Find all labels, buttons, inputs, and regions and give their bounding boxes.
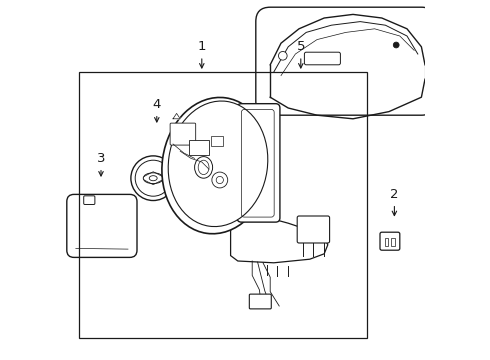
FancyBboxPatch shape — [67, 194, 137, 257]
FancyBboxPatch shape — [84, 196, 95, 204]
Circle shape — [278, 51, 287, 60]
Text: 3: 3 — [97, 152, 105, 176]
Bar — [189, 140, 209, 155]
Polygon shape — [270, 14, 425, 101]
Bar — [385, 238, 388, 246]
Polygon shape — [173, 113, 180, 119]
Polygon shape — [231, 218, 328, 263]
Ellipse shape — [168, 101, 268, 226]
FancyBboxPatch shape — [256, 7, 436, 115]
Ellipse shape — [149, 176, 157, 181]
Polygon shape — [242, 108, 274, 216]
Circle shape — [216, 176, 223, 184]
Ellipse shape — [143, 173, 163, 184]
Ellipse shape — [198, 160, 209, 175]
FancyBboxPatch shape — [304, 52, 341, 65]
Ellipse shape — [195, 157, 213, 178]
FancyBboxPatch shape — [237, 104, 280, 222]
FancyBboxPatch shape — [170, 123, 196, 145]
Bar — [79, 72, 368, 338]
Circle shape — [393, 42, 399, 48]
Circle shape — [212, 172, 228, 188]
Text: 1: 1 — [197, 40, 206, 68]
Text: 5: 5 — [296, 40, 305, 68]
FancyBboxPatch shape — [249, 294, 271, 309]
Ellipse shape — [162, 98, 270, 234]
Text: 2: 2 — [390, 188, 399, 216]
Bar — [211, 136, 223, 146]
Bar — [391, 238, 395, 246]
Circle shape — [135, 160, 171, 196]
Text: 4: 4 — [152, 98, 161, 122]
FancyBboxPatch shape — [380, 232, 400, 250]
FancyBboxPatch shape — [297, 216, 330, 243]
Circle shape — [131, 156, 175, 201]
